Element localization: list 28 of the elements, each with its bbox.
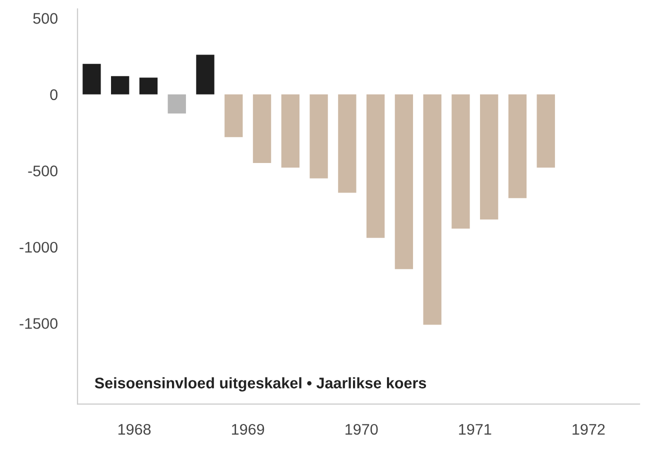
y-tick-label: -500 (28, 166, 58, 176)
y-tick-label: -1500 (20, 318, 58, 329)
bar (139, 78, 158, 94)
x-tick-label: 1971 (459, 424, 492, 435)
y-tick-label: 0 (50, 89, 58, 100)
bar (394, 94, 414, 270)
y-tick-label: -1000 (20, 242, 58, 253)
bar (338, 94, 356, 193)
x-tick-label: 1970 (346, 424, 378, 435)
bar (310, 94, 328, 178)
x-tick-label: 1969 (232, 424, 264, 435)
bar (281, 94, 300, 168)
text: Seisoensinvloed uitgeskakel • Jaarlikse koers (94, 377, 426, 392)
bar (168, 94, 186, 114)
bar (224, 94, 243, 138)
y-tick-label: 500 (33, 13, 58, 24)
bar (452, 94, 470, 229)
bar (196, 54, 214, 94)
x-tick-label: 1968 (118, 424, 151, 435)
bar (252, 94, 272, 164)
bar (536, 94, 555, 168)
x-tick-label: 1972 (572, 424, 605, 435)
bar (82, 64, 101, 94)
bar (366, 94, 385, 238)
bar (111, 76, 130, 94)
bar (423, 94, 442, 325)
bar (480, 94, 498, 220)
bar (508, 94, 527, 198)
